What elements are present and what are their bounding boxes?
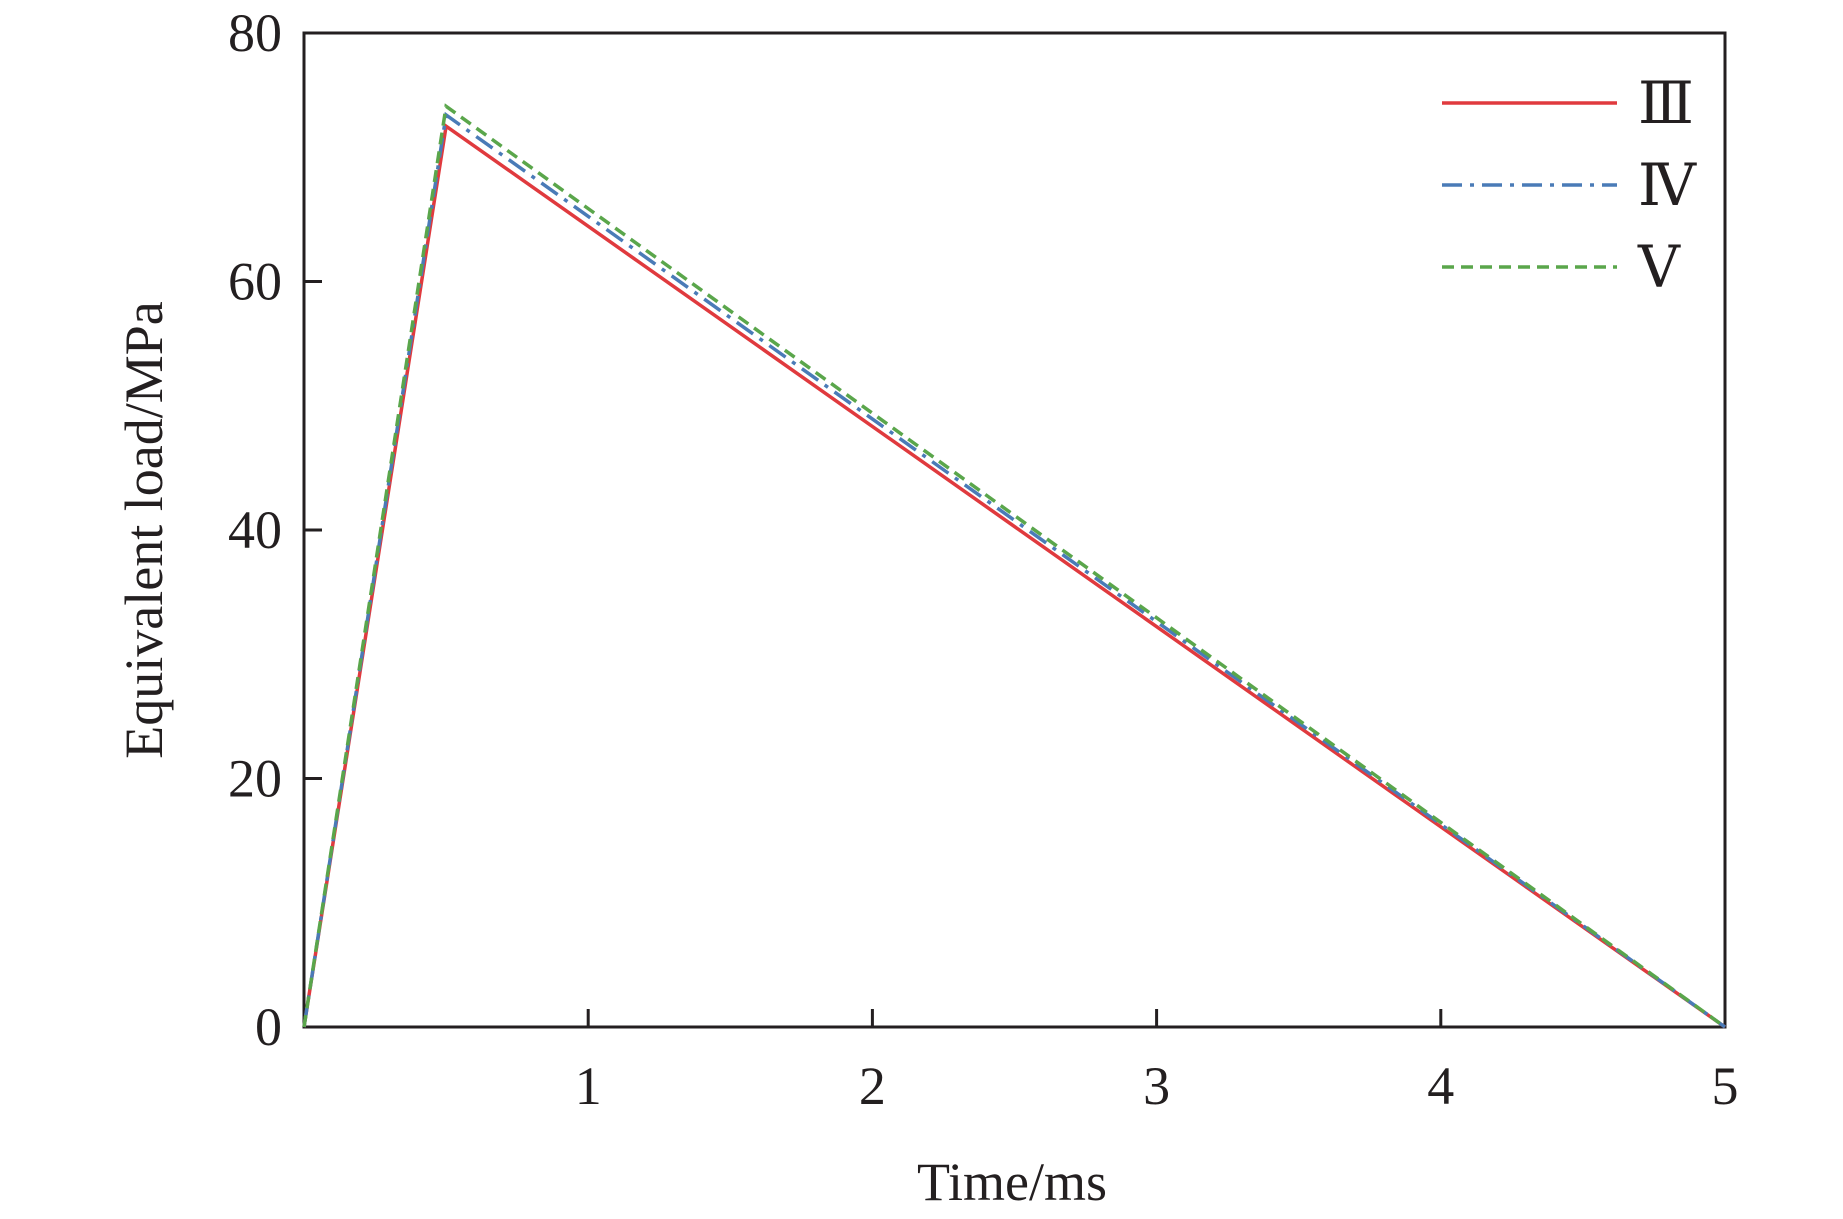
legend: Ⅲ Ⅳ Ⅴ <box>1442 71 1697 300</box>
y-tick-label: 20 <box>228 749 282 809</box>
x-tick-label: 4 <box>1427 1056 1454 1116</box>
x-tick-label: 2 <box>859 1056 886 1116</box>
axis-ticks: 1 2 3 4 5 0 20 40 60 80 <box>228 3 1739 1116</box>
x-tick-label: 3 <box>1143 1056 1170 1116</box>
legend-label-3: Ⅴ <box>1637 235 1681 300</box>
series-layer <box>302 103 1727 1029</box>
legend-label-1: Ⅲ <box>1638 71 1694 136</box>
legend-label-2: Ⅳ <box>1638 153 1697 218</box>
series-line-3 <box>302 103 1727 1029</box>
y-tick-label: 80 <box>228 3 282 63</box>
y-tick-label: 60 <box>228 252 282 312</box>
series-line-2 <box>302 111 1727 1029</box>
y-tick-label: 0 <box>255 997 282 1057</box>
series-line-1 <box>302 123 1727 1029</box>
x-tick-label: 5 <box>1712 1056 1739 1116</box>
x-tick-label: 1 <box>575 1056 602 1116</box>
y-tick-label: 40 <box>228 500 282 560</box>
x-axis-title: Time/ms <box>917 1152 1107 1212</box>
y-axis-title: Equivalent load/MPa <box>114 301 174 758</box>
